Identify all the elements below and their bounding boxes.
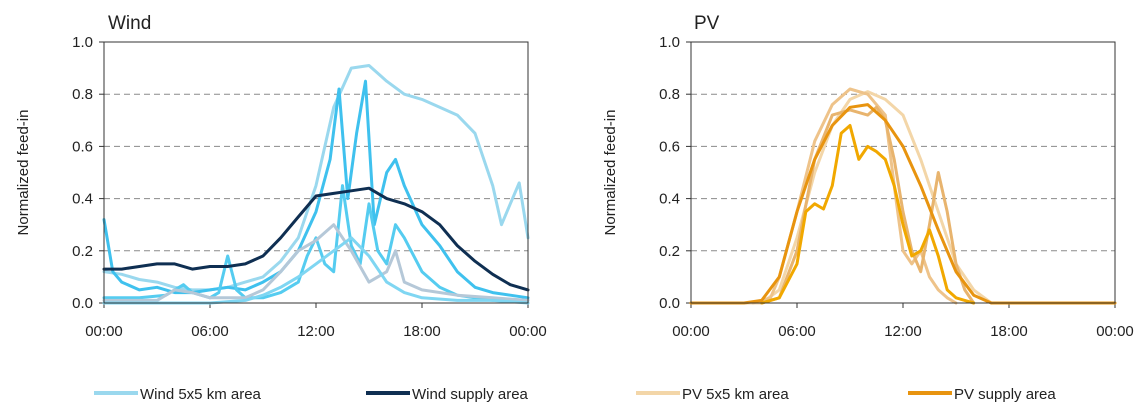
y-axis-label: Normalized feed-in [602, 110, 619, 236]
wind-chart: Wind 0.0 0.2 0.4 0.6 0.8 1.0 00:00 06:00 12:00 18:… [15, 13, 547, 340]
plot-frame [103, 41, 529, 304]
y-axis-label: Normalized feed-in [15, 110, 32, 236]
x-tick-label: 06:00 [191, 323, 229, 340]
x-tick-label: 06:00 [778, 323, 816, 340]
legend-label: PV supply area [954, 386, 1056, 403]
y-tick-label: 0.4 [659, 191, 680, 208]
x-tick-label: 12:00 [297, 323, 335, 340]
y-tick-label: 0.6 [72, 138, 93, 155]
series-line [102, 186, 530, 292]
chart-title: Wind [108, 13, 151, 34]
y-tick-label: 0.4 [72, 191, 93, 208]
x-tick-label: 18:00 [403, 323, 441, 340]
plot-frame [690, 41, 1116, 304]
x-tick-label: 00:00 [1096, 323, 1134, 340]
y-tick-label: 0.8 [72, 86, 93, 103]
y-tick-label: 0.0 [72, 295, 93, 312]
x-tick-label: 00:00 [509, 323, 547, 340]
y-tick-label: 0.6 [659, 138, 680, 155]
series-line [102, 223, 530, 302]
chart-title: PV [694, 13, 720, 34]
series-line [689, 90, 993, 305]
series-line [102, 64, 530, 292]
legend-label: PV 5x5 km area [682, 386, 789, 403]
y-tick-label: 1.0 [72, 34, 93, 51]
x-tick-label: 18:00 [990, 323, 1028, 340]
series-line [102, 236, 530, 305]
y-tick-label: 0.8 [659, 86, 680, 103]
legend-label: Wind supply area [412, 386, 529, 403]
y-tick-label: 0.2 [72, 243, 93, 260]
legend-label: Wind 5x5 km area [140, 386, 262, 403]
legend: Wind 5x5 km area Wind supply area PV 5x5 k… [94, 386, 1056, 403]
series-line [102, 184, 530, 302]
y-tick-label: 1.0 [659, 34, 680, 51]
series-line [760, 124, 976, 305]
pv-chart: PV 0.0 0.2 0.4 0.6 0.8 1.0 00:00 06:00 12:00 18:00… [602, 13, 1134, 340]
x-tick-label: 12:00 [884, 323, 922, 340]
series-line [689, 103, 1117, 305]
x-tick-label: 00:00 [85, 323, 123, 340]
y-tick-label: 0.2 [659, 243, 680, 260]
x-tick-label: 00:00 [672, 323, 710, 340]
y-tick-label: 0.0 [659, 295, 680, 312]
